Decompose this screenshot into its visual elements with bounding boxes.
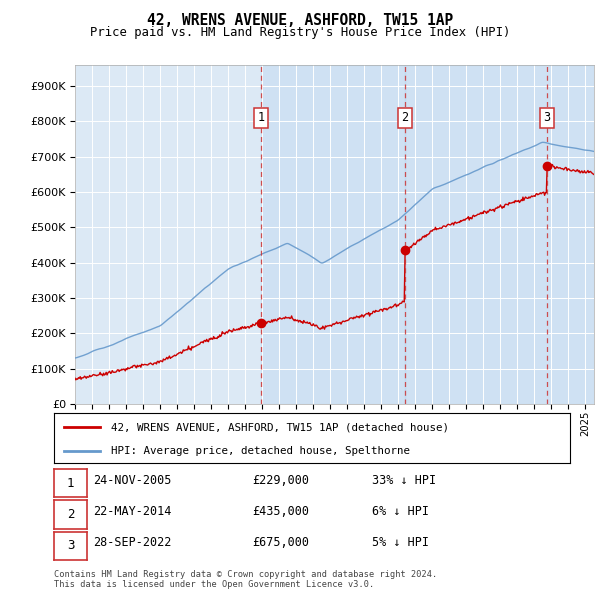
Text: 42, WRENS AVENUE, ASHFORD, TW15 1AP (detached house): 42, WRENS AVENUE, ASHFORD, TW15 1AP (det… [111,422,449,432]
Text: 6% ↓ HPI: 6% ↓ HPI [372,505,429,518]
Text: 2: 2 [67,508,74,521]
Text: Contains HM Land Registry data © Crown copyright and database right 2024.
This d: Contains HM Land Registry data © Crown c… [54,570,437,589]
Text: 42, WRENS AVENUE, ASHFORD, TW15 1AP: 42, WRENS AVENUE, ASHFORD, TW15 1AP [147,13,453,28]
Text: 2: 2 [401,112,409,124]
Text: £435,000: £435,000 [252,505,309,518]
Text: 3: 3 [544,112,551,124]
Text: 33% ↓ HPI: 33% ↓ HPI [372,474,436,487]
Text: 5% ↓ HPI: 5% ↓ HPI [372,536,429,549]
Bar [261,65,405,404]
Text: HPI: Average price, detached house, Spelthorne: HPI: Average price, detached house, Spel… [111,445,410,455]
Text: 3: 3 [67,539,74,552]
Text: 24-NOV-2005: 24-NOV-2005 [93,474,172,487]
Text: £675,000: £675,000 [252,536,309,549]
Text: 22-MAY-2014: 22-MAY-2014 [93,505,172,518]
Text: Price paid vs. HM Land Registry's House Price Index (HPI): Price paid vs. HM Land Registry's House … [90,26,510,39]
Text: 28-SEP-2022: 28-SEP-2022 [93,536,172,549]
Text: 1: 1 [67,477,74,490]
Text: 1: 1 [257,112,265,124]
Bar [405,65,594,404]
Text: £229,000: £229,000 [252,474,309,487]
